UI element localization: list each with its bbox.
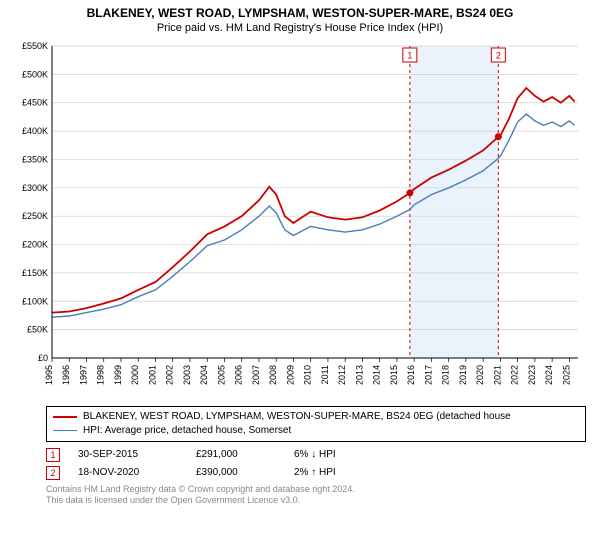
svg-text:£50K: £50K [27, 324, 48, 334]
svg-text:2: 2 [496, 50, 501, 60]
svg-text:£450K: £450K [22, 97, 48, 107]
svg-text:2016: 2016 [406, 365, 416, 385]
svg-text:2017: 2017 [423, 365, 433, 385]
chart-title: BLAKENEY, WEST ROAD, LYMPSHAM, WESTON-SU… [10, 6, 590, 22]
svg-text:£500K: £500K [22, 69, 48, 79]
transaction-delta: 2% ↑ HPI [294, 467, 394, 478]
svg-text:£250K: £250K [22, 211, 48, 221]
svg-text:2009: 2009 [285, 365, 295, 385]
chart-subtitle: Price paid vs. HM Land Registry's House … [10, 22, 590, 34]
svg-text:2004: 2004 [199, 365, 209, 385]
transactions-table: 1 30-SEP-2015 £291,000 6% ↓ HPI 2 18-NOV-2020… [46, 448, 586, 480]
transaction-date: 18-NOV-2020 [78, 467, 178, 478]
svg-text:1998: 1998 [96, 365, 106, 385]
svg-text:2006: 2006 [234, 365, 244, 385]
svg-text:2012: 2012 [337, 365, 347, 385]
transaction-price: £390,000 [196, 467, 276, 478]
svg-text:1995: 1995 [44, 365, 54, 385]
svg-text:£200K: £200K [22, 239, 48, 249]
legend-row: BLAKENEY, WEST ROAD, LYMPSHAM, WESTON-SU… [53, 410, 579, 424]
footer-line-1: Contains HM Land Registry data © Crown c… [46, 484, 590, 496]
svg-text:2002: 2002 [165, 365, 175, 385]
svg-text:2013: 2013 [354, 365, 364, 385]
transaction-date: 30-SEP-2015 [78, 449, 178, 460]
svg-text:2023: 2023 [527, 365, 537, 385]
legend-swatch [53, 430, 77, 432]
svg-text:2024: 2024 [544, 365, 554, 385]
svg-text:2014: 2014 [372, 365, 382, 385]
transaction-price: £291,000 [196, 449, 276, 460]
legend-row: HPI: Average price, detached house, Some… [53, 424, 579, 438]
svg-text:2022: 2022 [510, 365, 520, 385]
svg-text:£0: £0 [38, 353, 48, 363]
transaction-delta: 6% ↓ HPI [294, 449, 394, 460]
legend: BLAKENEY, WEST ROAD, LYMPSHAM, WESTON-SU… [46, 406, 586, 442]
svg-text:£300K: £300K [22, 182, 48, 192]
svg-text:1999: 1999 [113, 365, 123, 385]
svg-text:2010: 2010 [303, 365, 313, 385]
svg-text:1997: 1997 [78, 365, 88, 385]
footer-attribution: Contains HM Land Registry data © Crown c… [46, 484, 590, 507]
svg-text:2001: 2001 [147, 365, 157, 385]
svg-text:2011: 2011 [320, 365, 330, 384]
line-chart: £0 £50K £100K £150K £200K £250K £300K £350K £400… [10, 40, 590, 400]
svg-text:2003: 2003 [182, 365, 192, 385]
transaction-row: 1 30-SEP-2015 £291,000 6% ↓ HPI [46, 448, 586, 462]
svg-text:2015: 2015 [389, 365, 399, 385]
svg-text:£100K: £100K [22, 296, 48, 306]
legend-label: HPI: Average price, detached house, Some… [83, 424, 291, 438]
svg-text:£550K: £550K [22, 41, 48, 51]
svg-text:2007: 2007 [251, 365, 261, 385]
legend-swatch [53, 416, 77, 418]
svg-text:2020: 2020 [475, 365, 485, 385]
svg-text:2008: 2008 [268, 365, 278, 385]
transaction-badge: 1 [46, 448, 60, 462]
svg-text:2005: 2005 [216, 365, 226, 385]
svg-text:2019: 2019 [458, 365, 468, 385]
svg-text:2018: 2018 [441, 365, 451, 385]
transaction-badge: 2 [46, 466, 60, 480]
footer-line-2: This data is licensed under the Open Gov… [46, 495, 590, 507]
transaction-row: 2 18-NOV-2020 £390,000 2% ↑ HPI [46, 466, 586, 480]
svg-text:£350K: £350K [22, 154, 48, 164]
svg-text:1996: 1996 [61, 365, 71, 385]
svg-text:2025: 2025 [561, 365, 571, 385]
svg-text:2021: 2021 [492, 365, 502, 385]
svg-text:2000: 2000 [130, 365, 140, 385]
svg-text:£400K: £400K [22, 126, 48, 136]
legend-label: BLAKENEY, WEST ROAD, LYMPSHAM, WESTON-SU… [83, 410, 511, 424]
svg-text:£150K: £150K [22, 268, 48, 278]
svg-text:1: 1 [407, 50, 412, 60]
